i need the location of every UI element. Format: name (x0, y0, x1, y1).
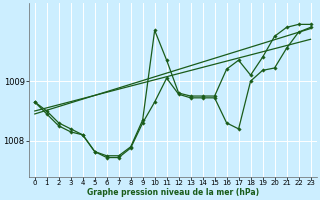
X-axis label: Graphe pression niveau de la mer (hPa): Graphe pression niveau de la mer (hPa) (87, 188, 259, 197)
